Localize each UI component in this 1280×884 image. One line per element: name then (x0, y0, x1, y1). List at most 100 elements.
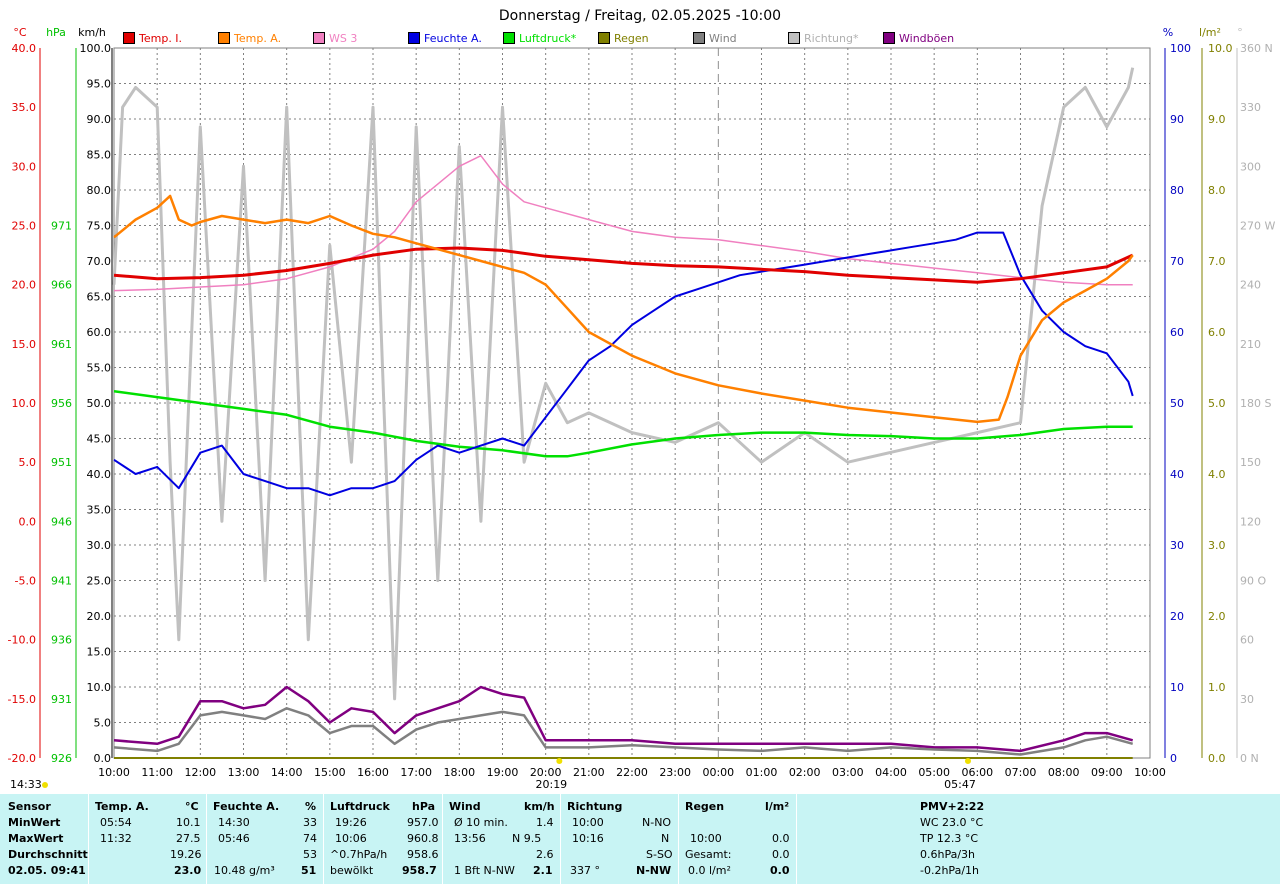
y-tick-rain: 0.0 (1208, 752, 1226, 765)
legend-item: Feuchte A. (408, 31, 482, 45)
pressure-3h: 0.6hPa/3h (920, 848, 976, 861)
x-tick-label: 06:00 (961, 766, 993, 779)
legend-swatch (123, 32, 135, 44)
series-luftdruck- (113, 389, 1133, 458)
y-tick-hpa: 956 (51, 397, 72, 410)
legend-label: Richtung* (804, 31, 859, 45)
taupunkt: TP 12.3 °C (920, 832, 979, 845)
y-tick-rain: 5.0 (1208, 397, 1226, 410)
temp-max-value: 27.5 (176, 832, 201, 845)
rain-now: 0.0 (770, 864, 790, 877)
y-tick-hpa: 961 (51, 338, 72, 351)
legend-label: Wind (709, 31, 737, 45)
x-tick-label: 07:00 (1005, 766, 1037, 779)
y-tick-hpa: 931 (51, 693, 72, 706)
temp-avg: 19.26 (170, 848, 202, 861)
dir-max-time: 10:16 (572, 832, 604, 845)
y-tick-dir: 360 N (1240, 42, 1273, 55)
luft-state: bewölkt (330, 864, 374, 877)
temp-unit: °C (185, 800, 199, 813)
luft-max-time: 10:06 (335, 832, 367, 845)
y-tick-kmh: 35.0 (87, 504, 112, 517)
y-tick-temp: 30.0 (12, 160, 37, 173)
x-tick-label: 10:00 (1134, 766, 1166, 779)
y-tick-kmh: 20.0 (87, 610, 112, 623)
feuchte-header: Feuchte A. (213, 800, 280, 813)
y-tick-rain: 4.0 (1208, 468, 1226, 481)
feuchte-min-value: 33 (303, 816, 317, 829)
y-tick-kmh: 60.0 (87, 326, 112, 339)
legend-label: Regen (614, 31, 649, 45)
legend-swatch (598, 32, 610, 44)
y-tick-rain: 9.0 (1208, 113, 1226, 126)
stats-durchschnitt-label: Durchschnitt (8, 848, 88, 861)
rain-max-time: 10:00 (690, 832, 722, 845)
y-tick-pct: 40 (1170, 468, 1184, 481)
series-temp-i- (113, 246, 1134, 284)
dir-degrees: 337 ° (570, 864, 600, 877)
legend-label: Temp. A. (234, 31, 282, 45)
rain-unit: l/m² (765, 800, 790, 813)
luft-trend: ^0.7hPa/h (330, 848, 388, 861)
chart-axes: 10:00 11:00 12:00 13:00 14:00 15:00 16:00 17:00… (8, 42, 1276, 779)
y-tick-dir: 180 S (1240, 397, 1271, 410)
legend-swatch (218, 32, 230, 44)
x-tick-label: 03:00 (832, 766, 864, 779)
unit-label-kmh: km/h (78, 26, 106, 39)
x-tick-label: 16:00 (357, 766, 389, 779)
temp-max-time: 11:32 (100, 832, 132, 845)
dir-header: Richtung (567, 800, 623, 813)
legend-swatch (883, 32, 895, 44)
y-tick-kmh: 25.0 (87, 575, 112, 588)
y-tick-dir: 330 (1240, 101, 1261, 114)
y-tick-kmh: 50.0 (87, 397, 112, 410)
legend-swatch (408, 32, 420, 44)
y-tick-dir: 120 (1240, 515, 1261, 528)
x-tick-label: 02:00 (789, 766, 821, 779)
x-tick-label: 20:00 (530, 766, 562, 779)
y-tick-rain: 1.0 (1208, 681, 1226, 694)
y-tick-kmh: 75.0 (87, 220, 112, 233)
dir-avg: S-SO (646, 848, 673, 861)
weather-chart: Donnerstag / Freitag, 02.05.2025 -10:00 … (8, 8, 1276, 791)
y-tick-temp: 5.0 (19, 456, 37, 469)
y-tick-pct: 20 (1170, 610, 1184, 623)
x-tick-label: 09:00 (1091, 766, 1123, 779)
y-tick-hpa: 936 (51, 634, 72, 647)
luft-min-time: 19:26 (335, 816, 367, 829)
rain-header: Regen (685, 800, 725, 813)
y-tick-rain: 10.0 (1208, 42, 1233, 55)
stats-date: 02.05. 09:41 (8, 864, 86, 877)
x-tick-label: 11:00 (141, 766, 173, 779)
y-tick-kmh: 30.0 (87, 539, 112, 552)
legend-label: Temp. I. (139, 31, 183, 45)
legend-item: WS 3 (313, 31, 357, 45)
rain-rate: 0.0 l/m² (688, 864, 731, 877)
legend-item: Windböen (883, 31, 954, 45)
x-tick-label: 08:00 (1048, 766, 1080, 779)
x-tick-label: 14:00 (271, 766, 303, 779)
unit-label-hpa: hPa (46, 26, 66, 39)
y-tick-pct: 70 (1170, 255, 1184, 268)
y-tick-kmh: 70.0 (87, 255, 112, 268)
x-tick-label: 15:00 (314, 766, 346, 779)
wind-now: 2.1 (533, 864, 553, 877)
y-tick-temp: 20.0 (12, 279, 37, 292)
legend-swatch (693, 32, 705, 44)
chart-title: Donnerstag / Freitag, 02.05.2025 -10:00 (499, 8, 781, 24)
sun-events: 20:19 05:47 14:33 (10, 758, 976, 791)
legend-label: Feuchte A. (424, 31, 482, 45)
y-tick-hpa: 966 (51, 279, 72, 292)
y-tick-kmh: 0.0 (94, 752, 112, 765)
sun-sunset-marker (556, 758, 563, 764)
wind-bft: 1 Bft N-NW (454, 864, 515, 877)
x-tick-label: 01:00 (746, 766, 778, 779)
legend-swatch (313, 32, 325, 44)
y-tick-temp: 15.0 (12, 338, 37, 351)
y-tick-temp: 40.0 (12, 42, 37, 55)
feuchte-avg: 53 (303, 848, 317, 861)
luft-max-value: 960.8 (407, 832, 439, 845)
x-tick-label: 21:00 (573, 766, 605, 779)
x-tick-label: 18:00 (443, 766, 475, 779)
legend-swatch (503, 32, 515, 44)
